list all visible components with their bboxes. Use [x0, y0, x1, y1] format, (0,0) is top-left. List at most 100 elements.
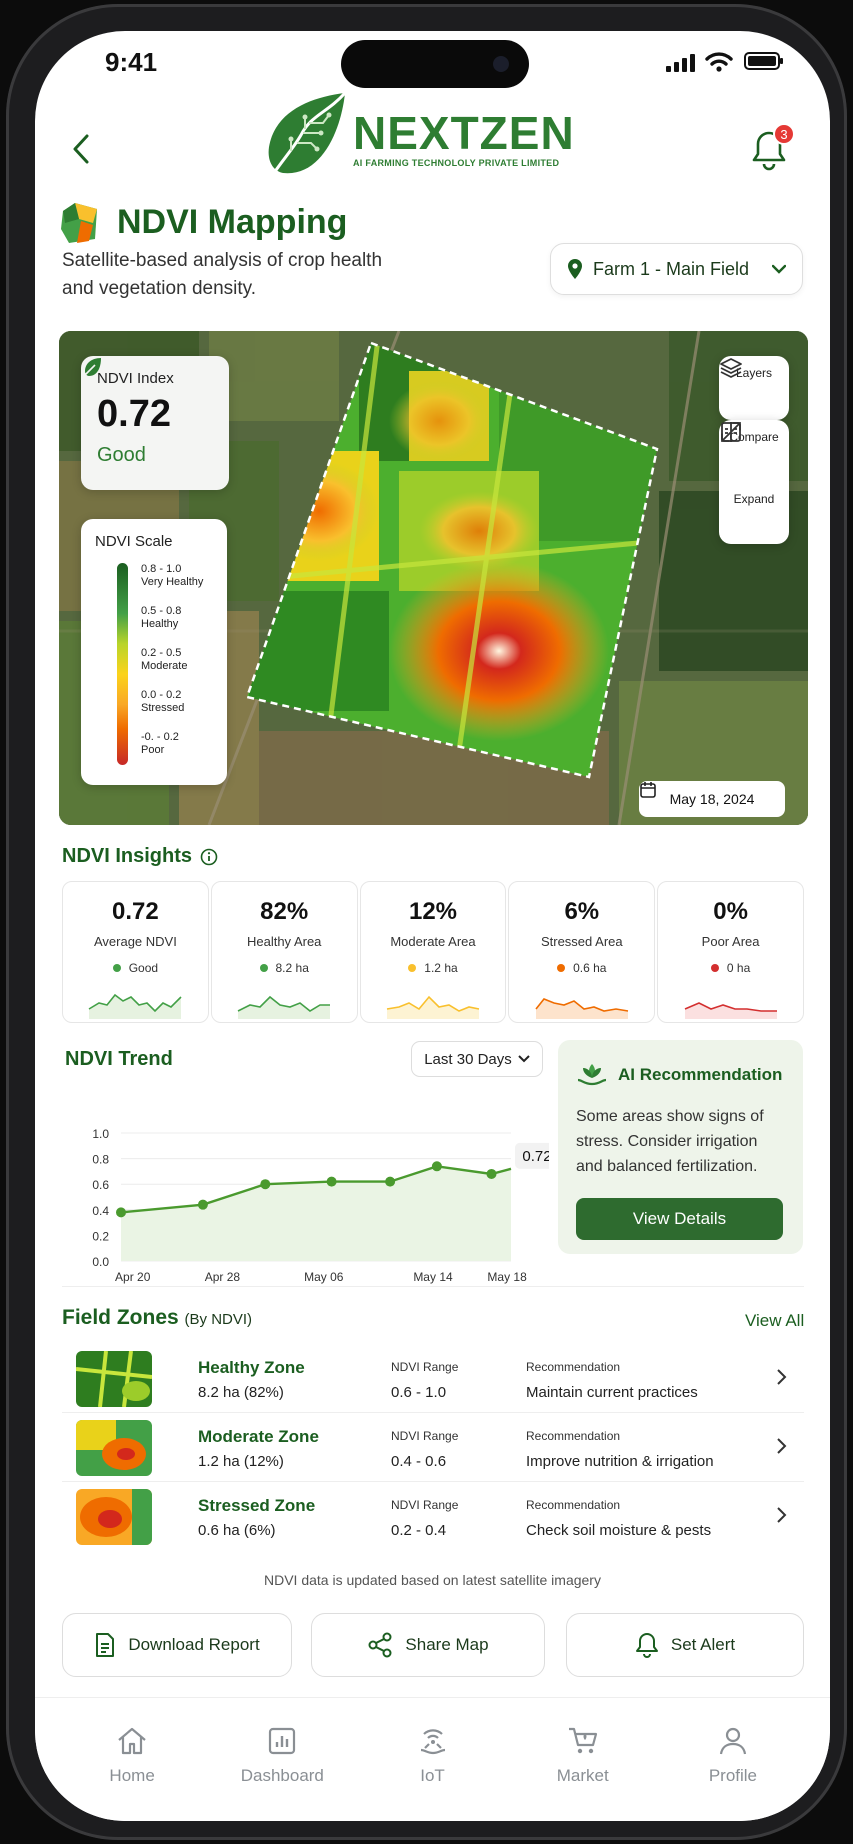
back-button[interactable] [61, 119, 101, 179]
x-tick-label: May 14 [413, 1270, 453, 1284]
battery-icon [744, 52, 783, 70]
scale-item: 0.8 - 1.0 Very Healthy [141, 563, 204, 588]
x-tick-label: May 06 [304, 1270, 344, 1284]
zone-row-stressed[interactable]: Stressed Zone 0.6 ha (6%) NDVI Range 0.2… [62, 1482, 804, 1551]
ndvi-index-status: Good [97, 444, 146, 466]
chevron-right-icon [777, 1507, 787, 1523]
status-dot [408, 964, 417, 972]
trend-title: NDVI Trend [65, 1048, 173, 1070]
ndvi-trend-chart: 1.0 0.8 0.6 0.4 0.2 0.0 Apr 20 Apr 28 May 06 May … [92, 1127, 549, 1284]
share-map-button[interactable]: Share Map [311, 1613, 545, 1677]
document-icon [96, 1633, 115, 1657]
ndvi-scale-legend: NDVI Scale 0.8 - 1.0 Very Healthy 0.5 - 0… [81, 519, 227, 785]
metric-sparkline [88, 993, 182, 1019]
zone-name: Moderate Zone [198, 1427, 319, 1446]
nav-dashboard[interactable]: Dashboard [207, 1698, 357, 1821]
zone-thumbnail [76, 1420, 152, 1476]
trend-point [197, 1199, 208, 1210]
zone-area: 0.6 ha (6%) [198, 1522, 276, 1539]
ndvi-index-value: 0.72 [97, 393, 171, 435]
x-tick-label: Apr 20 [115, 1270, 151, 1284]
chevron-down-icon [518, 1055, 530, 1063]
expand-button[interactable]: Expand [719, 422, 789, 506]
status-dot [112, 964, 121, 972]
map-date-button[interactable]: May 18, 2024 [639, 781, 785, 817]
dynamic-island [341, 40, 529, 88]
zone-thumbnail [76, 1351, 152, 1407]
set-alert-button[interactable]: Set Alert [566, 1613, 804, 1677]
zone-row-healthy[interactable]: Healthy Zone 8.2 ha (82%) NDVI Range 0.6… [62, 1344, 804, 1413]
y-tick-label: 0.2 [92, 1229, 109, 1243]
metric-sparkline [237, 995, 331, 1019]
calendar-icon [640, 782, 656, 798]
location-pin-icon [568, 259, 582, 279]
metric-name: Stressed Area [540, 934, 623, 949]
zone-thumbnail [76, 1489, 152, 1545]
nav-label: Market [556, 1766, 609, 1785]
metric-value: 82% [260, 898, 309, 925]
page-subtitle: Satellite-based analysis of crop health … [62, 250, 383, 299]
nav-label: IoT [420, 1766, 445, 1785]
metric-sparkline [386, 995, 480, 1019]
status-dot [557, 964, 566, 972]
signal-icon [666, 54, 695, 72]
metric-sub: 0 ha [726, 961, 751, 975]
y-tick-label: 0.6 [92, 1178, 109, 1192]
bell-icon [635, 1633, 658, 1658]
info-icon[interactable] [200, 848, 218, 866]
zone-area: 8.2 ha (82%) [198, 1384, 284, 1401]
nav-home[interactable]: Home [57, 1698, 207, 1821]
y-tick-label: 0.8 [92, 1153, 109, 1167]
page-title-row: NDVI Mapping [57, 199, 347, 245]
zone-range: 0.6 - 1.0 [391, 1384, 447, 1401]
zone-map-image [76, 1351, 152, 1407]
bottom-nav: Home Dashboard IoT Market Profile [35, 1697, 830, 1821]
nav-iot[interactable]: IoT [357, 1698, 507, 1821]
notification-badge: 3 [773, 123, 795, 145]
layers-button[interactable]: Layers [719, 356, 789, 420]
metric-card-average-ndvi[interactable]: 0.72 Average NDVI Good [62, 881, 209, 1023]
zone-range-label: NDVI Range [391, 1429, 459, 1443]
trend-point [385, 1176, 396, 1187]
layers-label: Layers [735, 366, 773, 380]
farm-select[interactable]: Farm 1 - Main Field [550, 243, 803, 295]
dashboard-icon [269, 1727, 296, 1755]
map-controls-group: Compare Expand [719, 420, 789, 544]
expand-icon [721, 422, 741, 442]
metric-sub: Good [128, 961, 159, 975]
scale-item: 0.0 - 0.2 Stressed [141, 689, 185, 714]
download-report-button[interactable]: Download Report [62, 1613, 292, 1677]
compare-icon [721, 422, 741, 442]
metric-card-stressed-area[interactable]: 6% Stressed Area 0.6 ha [508, 881, 656, 1023]
chevron-right-icon [777, 1369, 787, 1385]
y-tick-label: 0.4 [92, 1204, 109, 1218]
ndvi-map-icon [61, 203, 97, 243]
share-label: Share Map [405, 1635, 489, 1654]
scale-item: 0.2 - 0.5 Moderate [141, 647, 188, 672]
view-details-button[interactable]: View Details [576, 1198, 783, 1240]
ndvi-map[interactable]: NDVI Index 0.72 Good NDVI Scale 0.8 - 1.… [59, 331, 808, 825]
insights-title: NDVI Insights [62, 845, 218, 868]
trend-range-select[interactable]: Last 30 Days [411, 1041, 543, 1077]
metric-card-poor-area[interactable]: 0% Poor Area 0 ha [657, 881, 804, 1023]
metric-sub: 1.2 ha [424, 961, 458, 975]
brand-tagline: AI FARMING TECHNOLOLY PRIVATE LIMITED [353, 158, 560, 168]
ai-recommendation-card: AI Recommendation Some areas show signs … [558, 1040, 803, 1254]
metric-card-moderate-area[interactable]: 12% Moderate Area 1.2 ha [359, 881, 507, 1023]
nav-market[interactable]: Market [508, 1698, 658, 1821]
metric-card-healthy-area[interactable]: 82% Healthy Area 8.2 ha [210, 881, 358, 1023]
metric-name: Moderate Area [390, 934, 476, 949]
zone-map-image [76, 1489, 152, 1545]
brand-logo: NEXTZEN AI FARMING TECHNOLOLY PRIVATE LI… [261, 91, 575, 187]
zone-rec-label: Recommendation [526, 1360, 621, 1374]
compare-label: Compare [729, 430, 779, 444]
compare-button[interactable]: Compare [719, 422, 789, 492]
ndvi-scale-bar [117, 563, 128, 765]
notifications-button[interactable]: 3 [751, 123, 795, 173]
metric-value: 0% [713, 898, 748, 925]
nav-profile[interactable]: Profile [658, 1698, 808, 1821]
zone-row-moderate[interactable]: Moderate Zone 1.2 ha (12%) NDVI Range 0.… [62, 1413, 804, 1482]
trend-line [120, 1165, 512, 1214]
view-all-link[interactable]: View All [745, 1311, 805, 1330]
zone-name: Stressed Zone [198, 1496, 316, 1515]
